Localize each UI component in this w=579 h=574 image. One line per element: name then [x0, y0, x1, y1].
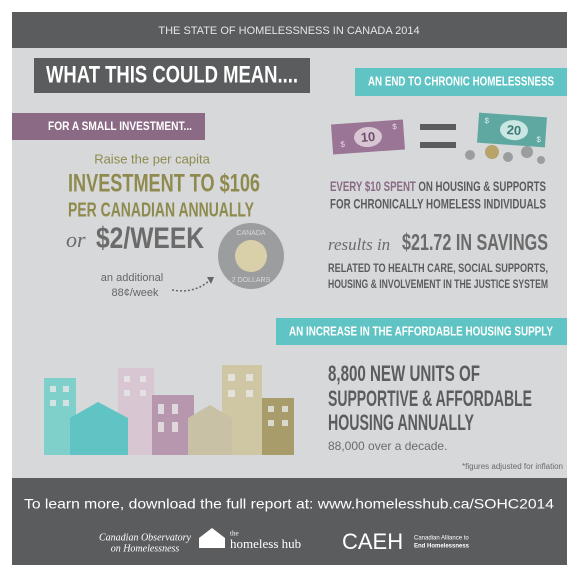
logo3-line1: Canadian Alliance to — [414, 536, 469, 542]
infographic: THE STATE OF HOMELESSNESS IN CANADA 2014… — [0, 0, 579, 574]
coin-small — [537, 156, 545, 164]
building-part — [50, 400, 56, 406]
coin-center — [235, 240, 267, 272]
building-part — [63, 386, 69, 392]
housing-decade: 88,000 over a decade. — [328, 439, 447, 453]
coin-small — [521, 146, 533, 158]
weekly: $2/WEEK — [96, 222, 204, 255]
spent-line2: FOR CHRONICALLY HOMELESS INDIVIDUALS — [330, 196, 546, 212]
related2: HOUSING & INVOLVEMENT IN THE JUSTICE SYS… — [328, 277, 548, 291]
investment-intro: Raise the per capita — [94, 151, 210, 166]
building-part — [228, 390, 235, 397]
results-in: results in — [328, 235, 390, 254]
building-part — [172, 404, 178, 414]
spent-line1: EVERY $10 SPENTON HOUSING & SUPPORTS — [330, 178, 546, 194]
logo3-line2: End Homelessness — [414, 544, 470, 550]
equals-top — [420, 124, 456, 130]
building-part — [282, 420, 288, 426]
housing-line2: SUPPORTIVE & AFFORDABLE — [328, 386, 532, 411]
footer-bar — [12, 478, 567, 565]
spent-rest: ON HOUSING & SUPPORTS — [418, 178, 546, 194]
housing-line3: HOUSING ANNUALLY — [328, 410, 474, 435]
logo3: CAEH — [342, 529, 403, 554]
building-part — [63, 400, 69, 406]
coin-small — [485, 145, 499, 159]
building-part — [50, 386, 56, 392]
investment-label: FOR A SMALL INVESTMENT... — [48, 119, 192, 133]
building-part — [124, 376, 130, 382]
or-script: or — [66, 227, 86, 252]
extra2: 88¢/week — [111, 287, 159, 299]
extra1: an additional — [101, 272, 163, 284]
housing-label: AN INCREASE IN THE AFFORDABLE HOUSING SU… — [289, 323, 553, 338]
bill-small: 10 $ $ — [331, 120, 405, 155]
building-part — [140, 376, 146, 382]
building-part — [246, 390, 253, 397]
building-part — [228, 374, 235, 381]
header-title: THE STATE OF HOMELESSNESS IN CANADA 2014 — [158, 25, 419, 37]
investment-line2: PER CANADIAN ANNUALLY — [68, 199, 254, 221]
logo1-line2: on Homelessness — [111, 543, 180, 554]
building-part — [158, 422, 164, 432]
building-part — [268, 406, 274, 412]
footer-text: To learn more, download the full report … — [24, 496, 554, 512]
building-part — [158, 404, 164, 414]
housing-line1: 8,800 NEW UNITS OF — [328, 361, 480, 386]
coin-small — [503, 152, 513, 162]
bill-large: 20 $ $ — [477, 113, 547, 148]
bill-small-value: 10 — [360, 129, 375, 145]
building-part — [140, 390, 146, 396]
logo1-line1: Canadian Observatory — [99, 532, 192, 543]
building-part — [262, 398, 294, 455]
logo2: homeless hub — [230, 536, 301, 551]
savings: $21.72 IN SAVINGS — [402, 229, 548, 255]
main-heading: WHAT THIS COULD MEAN.... — [46, 61, 298, 88]
coin-small — [465, 150, 475, 160]
building-part — [172, 422, 178, 432]
coin-top: CANADA — [236, 230, 266, 237]
building-part — [268, 420, 274, 426]
investment-line1: INVESTMENT TO $106 — [68, 170, 260, 198]
coin-bottom: 2 DOLLARS — [232, 277, 271, 284]
bill-large-value: 20 — [506, 122, 521, 138]
spent-highlight: EVERY $10 SPENT — [330, 178, 416, 194]
equals-bottom — [420, 142, 456, 148]
chronic-label: AN END TO CHRONIC HOMELESSNESS — [368, 73, 554, 88]
inflation-note: *figures adjusted for inflation — [462, 462, 563, 471]
building-part — [124, 390, 130, 396]
related1: RELATED TO HEALTH CARE, SOCIAL SUPPORTS, — [328, 261, 548, 275]
building-part — [282, 406, 288, 412]
building-part — [246, 374, 253, 381]
